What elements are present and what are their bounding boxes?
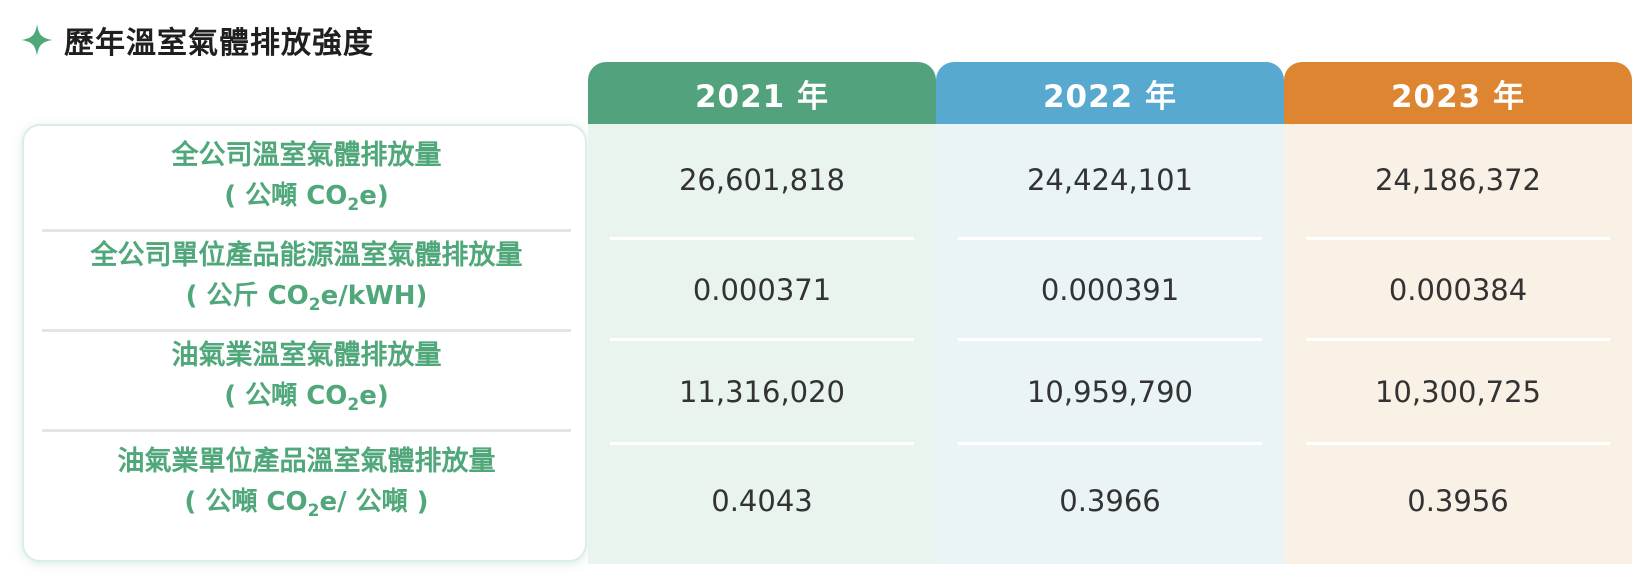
year-header-2021: 2021 年 (588, 62, 936, 124)
value-cell: 26,601,818 (678, 163, 846, 197)
year-column-2023: 2023 年 24,186,372 0.000384 10,300,725 0.… (1284, 62, 1632, 564)
value-cell: 0.3956 (1407, 484, 1509, 518)
row-divider (42, 429, 571, 432)
value-divider (1306, 442, 1610, 445)
year-column-2021: 2021 年 26,601,818 0.000371 11,316,020 0.… (588, 62, 936, 564)
row-label-text: 油氣業單位產品溫室氣體排放量 (117, 446, 496, 478)
value-cell: 10,959,790 (1026, 375, 1194, 409)
value-divider (610, 338, 914, 341)
row-divider (42, 329, 571, 332)
value-divider (610, 442, 914, 445)
row-label-3: 油氣業溫室氣體排放量 ( 公噸 CO2e) (42, 332, 571, 430)
value-cell: 0.000371 (692, 273, 832, 307)
value-divider (958, 442, 1262, 445)
row-label-2: 全公司單位產品能源溫室氣體排放量 ( 公斤 CO2e/kWH) (42, 232, 571, 330)
row-label-text: 全公司溫室氣體排放量 (171, 140, 442, 172)
row-divider (42, 229, 571, 232)
title-bar: 歷年溫室氣體排放強度 (20, 18, 374, 62)
row-label-unit: ( 公噸 CO2e) (224, 181, 389, 216)
value-divider (958, 237, 1262, 240)
row-label-unit: ( 公斤 CO2e/kWH) (185, 281, 428, 316)
row-label-1: 全公司溫室氣體排放量 ( 公噸 CO2e) (42, 132, 571, 230)
value-cell: 0.000384 (1388, 273, 1528, 307)
row-label-4: 油氣業單位產品溫室氣體排放量 ( 公噸 CO2e/ 公噸 ) (42, 434, 571, 540)
value-divider (1306, 237, 1610, 240)
year-header-2023: 2023 年 (1284, 62, 1632, 124)
year-column-2022: 2022 年 24,424,101 0.000391 10,959,790 0.… (936, 62, 1284, 564)
page-title: 歷年溫室氣體排放強度 (64, 26, 374, 61)
value-cell: 24,424,101 (1026, 163, 1194, 197)
value-cell: 0.3966 (1059, 484, 1161, 518)
value-cell: 24,186,372 (1374, 163, 1542, 197)
year-body-2022: 24,424,101 0.000391 10,959,790 0.3966 (936, 124, 1284, 564)
year-header-2022: 2022 年 (936, 62, 1284, 124)
value-divider (610, 237, 914, 240)
row-label-text: 油氣業溫室氣體排放量 (171, 340, 442, 372)
row-label-unit: ( 公噸 CO2e/ 公噸 ) (184, 487, 429, 522)
row-label-text: 全公司單位產品能源溫室氣體排放量 (90, 240, 523, 272)
year-body-2021: 26,601,818 0.000371 11,316,020 0.4043 (588, 124, 936, 564)
value-divider (958, 338, 1262, 341)
value-divider (1306, 338, 1610, 341)
value-cell: 10,300,725 (1374, 375, 1542, 409)
value-cell: 0.000391 (1040, 273, 1180, 307)
row-label-unit: ( 公噸 CO2e) (224, 381, 389, 416)
row-label-card: 全公司溫室氣體排放量 ( 公噸 CO2e) 全公司單位產品能源溫室氣體排放量 (… (22, 124, 587, 562)
sparkle-icon (21, 24, 53, 56)
year-body-2023: 24,186,372 0.000384 10,300,725 0.3956 (1284, 124, 1632, 564)
value-cell: 11,316,020 (678, 375, 846, 409)
value-cell: 0.4043 (711, 484, 813, 518)
